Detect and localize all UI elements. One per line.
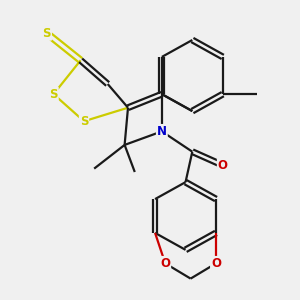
Text: O: O [218, 159, 228, 172]
Text: S: S [49, 88, 58, 101]
Text: S: S [43, 27, 51, 40]
Text: O: O [211, 257, 221, 270]
Text: O: O [160, 257, 170, 270]
Text: N: N [157, 125, 167, 138]
Text: S: S [80, 115, 88, 128]
